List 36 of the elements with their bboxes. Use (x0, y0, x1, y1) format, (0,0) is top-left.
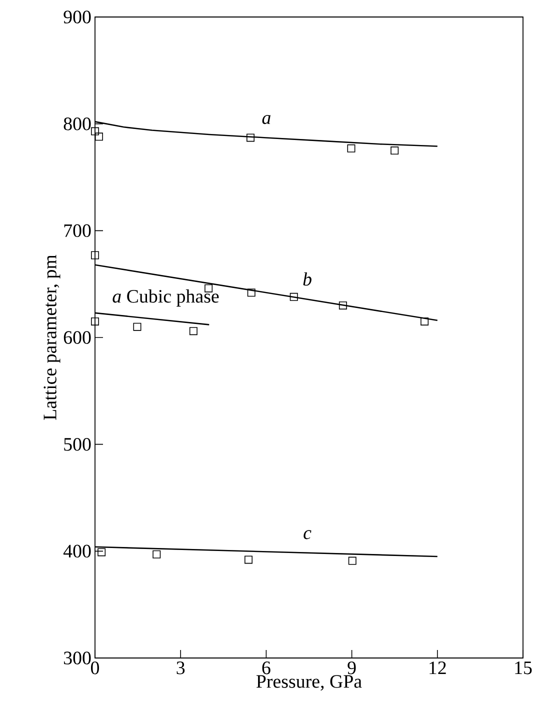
point (347, 144, 356, 152)
x-axis-title: Pressure, GPa (256, 675, 362, 691)
point (420, 317, 429, 326)
point (91, 127, 99, 136)
point (247, 288, 256, 297)
y-tick-label: 500 (64, 438, 91, 451)
point (133, 322, 142, 331)
series-label: a Cubic phase (112, 289, 219, 307)
x-tick-label: 6 (262, 662, 270, 674)
x-tick-label: 3 (176, 662, 185, 674)
point (91, 317, 99, 326)
point (338, 301, 347, 310)
point (290, 292, 298, 301)
x-tick-label: 9 (348, 662, 356, 674)
x-tick-label: 0 (90, 662, 100, 674)
x-tick-label: 12 (430, 662, 446, 674)
x-tick-label: 15 (515, 662, 532, 674)
series-label: c (304, 530, 312, 540)
y-tick-label: 600 (64, 331, 91, 344)
point (390, 146, 399, 155)
point (98, 548, 106, 556)
y-tick-label: 700 (64, 224, 91, 238)
point (246, 134, 255, 142)
series-label: a (262, 114, 270, 124)
y-tick-label: 300 (64, 652, 91, 664)
point (189, 327, 198, 336)
y-axis-title: Lattice parameter, pm (44, 254, 60, 420)
point (91, 251, 99, 260)
y-tick-label: 900 (64, 10, 91, 24)
point (348, 556, 356, 565)
point (152, 550, 161, 558)
point (94, 132, 103, 141)
y-tick-label: 400 (63, 544, 91, 558)
point (244, 556, 253, 564)
series-label: b (303, 272, 312, 286)
y-tick-label: 800 (64, 117, 91, 130)
